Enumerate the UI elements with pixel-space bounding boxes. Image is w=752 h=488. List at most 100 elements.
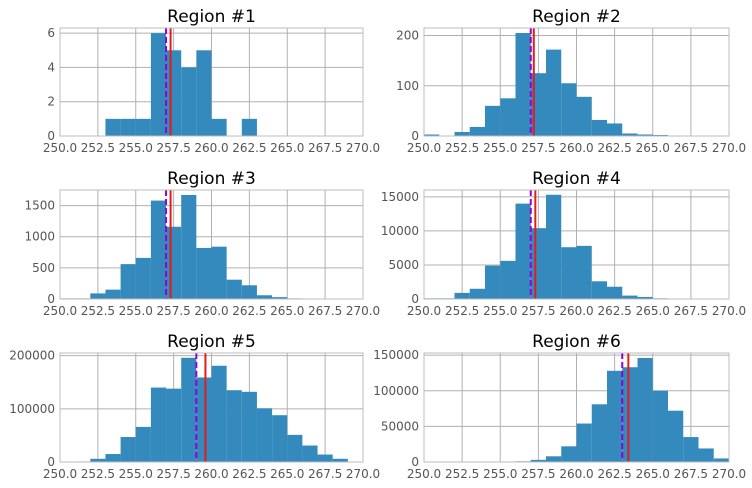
histogram-bar <box>120 437 136 462</box>
histogram-bar <box>166 50 182 136</box>
x-tick-label: 267.5 <box>308 467 342 481</box>
histogram-bar <box>105 454 121 462</box>
histogram-bar <box>226 279 242 299</box>
histogram-bar <box>211 118 227 136</box>
histogram-bar <box>272 297 288 299</box>
histogram-bar <box>226 390 242 462</box>
histogram-bar <box>196 50 212 136</box>
x-tick-label: 262.5 <box>597 467 631 481</box>
x-tick-label: 260.0 <box>194 304 228 318</box>
histogram-bar <box>500 260 516 299</box>
x-tick-label: 265.0 <box>270 141 304 155</box>
x-tick-label: 257.5 <box>521 304 555 318</box>
y-tick-label: 2 <box>47 95 55 109</box>
x-tick-label: 267.5 <box>674 304 708 318</box>
y-tick-label: 100000 <box>373 384 419 398</box>
x-tick-label: 265.0 <box>636 141 670 155</box>
y-tick-label: 1500 <box>24 199 55 213</box>
histogram-bar <box>591 404 607 462</box>
y-tick-label: 100 <box>396 79 419 93</box>
y-tick-label: 0 <box>47 129 55 143</box>
histogram-bar <box>652 390 668 462</box>
histogram-bar <box>607 123 623 136</box>
x-tick-label: 257.5 <box>156 467 190 481</box>
histogram-bar <box>530 459 546 462</box>
histogram-bar <box>576 96 592 136</box>
x-tick-label: 267.5 <box>308 304 342 318</box>
panel-title: Region #2 <box>532 7 621 27</box>
x-tick-label: 250.0 <box>407 304 441 318</box>
histogram-bar <box>561 446 577 462</box>
panel-title: Region #6 <box>532 332 621 352</box>
x-tick-label: 260.0 <box>559 304 593 318</box>
x-tick-label: 260.0 <box>559 141 593 155</box>
histogram-bar <box>668 410 684 462</box>
histogram-bar <box>135 426 151 462</box>
histogram-bar <box>256 295 273 299</box>
histogram-bar <box>120 264 136 299</box>
plot-frame <box>59 189 364 300</box>
histogram-bar <box>652 134 668 136</box>
histogram-bar <box>530 228 546 299</box>
x-tick-label: 265.0 <box>270 467 304 481</box>
histogram-panel-1: 250.0 252.5 255.0 257.5 260.0 262.5 265.0 267.5… <box>43 7 380 155</box>
histogram-panel-3: 250.0 252.5 255.0 257.5 260.0 262.5 265.0 267.5… <box>24 169 380 318</box>
y-tick-label: 200000 <box>9 349 55 363</box>
x-tick-label: 252.5 <box>445 141 479 155</box>
y-tick-label: 150000 <box>373 348 419 362</box>
x-tick-label: 260.0 <box>194 141 228 155</box>
panel-title: Region #5 <box>167 332 256 352</box>
x-tick-label: 252.5 <box>445 467 479 481</box>
x-tick-label: 270.0 <box>712 304 746 318</box>
histogram-panel-5: 250.0 252.5 255.0 257.5 260.0 262.5 265.0 267.5… <box>9 332 380 481</box>
histogram-panel-2: 250.0 252.5 255.0 257.5 260.0 262.5 265.0 267.5… <box>396 7 746 155</box>
histogram-bar <box>256 408 273 462</box>
x-tick-label: 250.0 <box>43 304 77 318</box>
histogram-bar <box>90 293 106 299</box>
histogram-bar <box>317 454 333 462</box>
histogram-bar <box>454 131 470 136</box>
histogram-bar <box>607 370 623 462</box>
histogram-bar <box>683 437 699 462</box>
histogram-bar <box>591 119 607 136</box>
histogram-bar <box>469 126 485 136</box>
histogram-bar <box>241 118 257 136</box>
x-tick-label: 252.5 <box>81 467 115 481</box>
histogram-bar <box>546 49 562 136</box>
x-tick-label: 270.0 <box>346 141 380 155</box>
y-tick-label: 5000 <box>388 258 419 272</box>
x-tick-label: 267.5 <box>308 141 342 155</box>
histogram-bar <box>196 247 212 299</box>
histogram-bar <box>181 67 197 136</box>
x-tick-label: 255.0 <box>119 304 153 318</box>
y-tick-label: 0 <box>411 455 419 469</box>
histogram-bar <box>287 434 303 462</box>
y-tick-label: 10000 <box>381 224 419 238</box>
histogram-bar <box>591 281 607 299</box>
x-tick-label: 265.0 <box>636 467 670 481</box>
plot-frame <box>423 189 730 300</box>
histogram-bar <box>622 295 638 299</box>
histogram-bar <box>485 105 501 136</box>
x-tick-label: 255.0 <box>483 141 517 155</box>
panel-title: Region #3 <box>167 169 256 189</box>
y-tick-label: 200 <box>396 29 419 43</box>
y-tick-label: 100000 <box>9 402 55 416</box>
histogram-bar <box>576 245 592 299</box>
y-tick-label: 6 <box>47 26 55 40</box>
x-tick-label: 262.5 <box>232 467 266 481</box>
x-tick-label: 257.5 <box>521 141 555 155</box>
histogram-bar <box>713 458 729 462</box>
x-tick-label: 267.5 <box>674 141 708 155</box>
x-tick-label: 252.5 <box>81 304 115 318</box>
histogram-bar <box>469 288 485 299</box>
x-tick-label: 255.0 <box>119 467 153 481</box>
histogram-bar <box>637 357 653 462</box>
histogram-bar <box>546 194 562 299</box>
plot-frame <box>59 27 364 137</box>
x-tick-label: 250.0 <box>407 467 441 481</box>
x-tick-label: 270.0 <box>346 467 380 481</box>
histogram-bar <box>241 391 257 462</box>
x-tick-label: 262.5 <box>232 304 266 318</box>
